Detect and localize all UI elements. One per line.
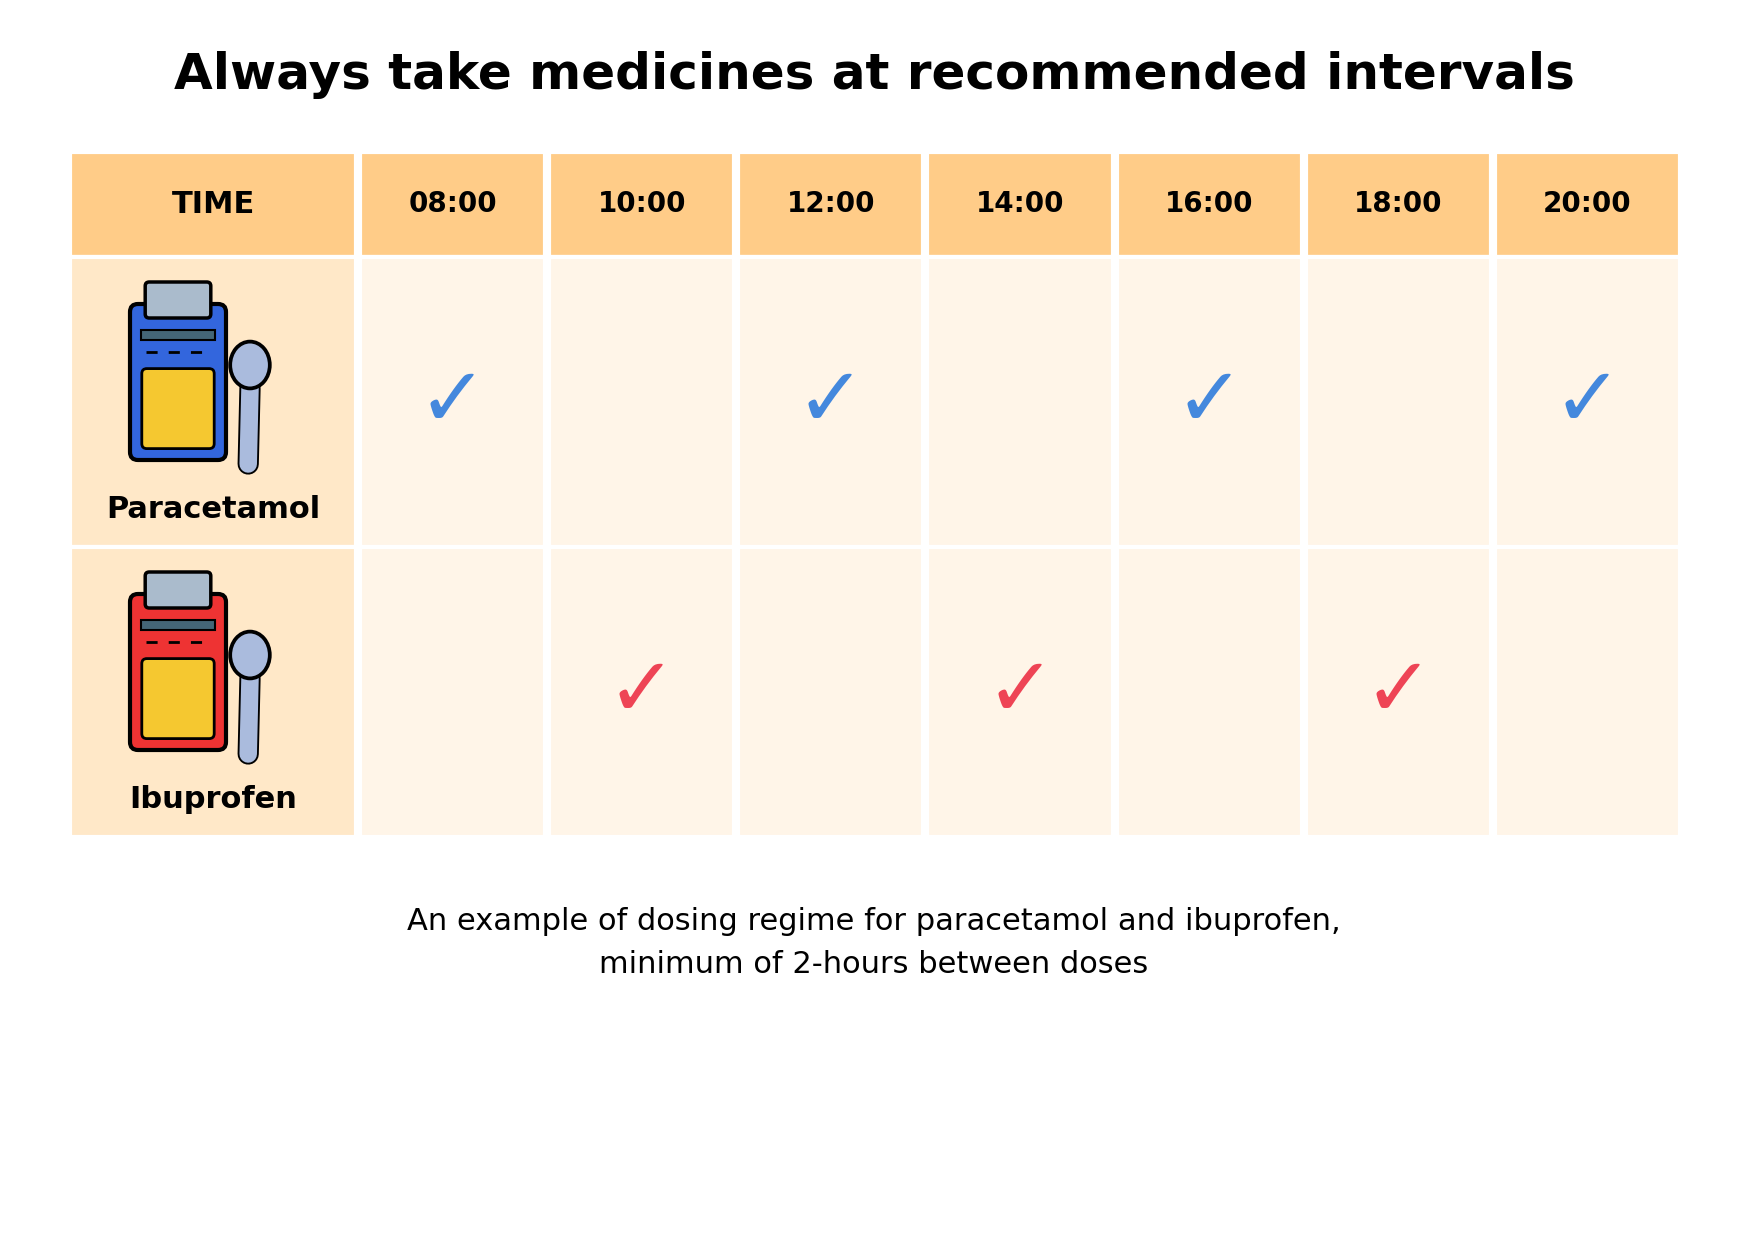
FancyBboxPatch shape <box>549 547 734 837</box>
Text: ✓: ✓ <box>1363 651 1433 733</box>
Ellipse shape <box>231 341 269 388</box>
FancyBboxPatch shape <box>70 153 357 257</box>
FancyBboxPatch shape <box>928 153 1112 257</box>
FancyBboxPatch shape <box>142 658 215 739</box>
FancyBboxPatch shape <box>1495 547 1680 837</box>
FancyBboxPatch shape <box>928 257 1112 547</box>
FancyBboxPatch shape <box>145 572 212 608</box>
Text: ✓: ✓ <box>1175 362 1245 443</box>
FancyBboxPatch shape <box>928 547 1112 837</box>
Text: 20:00: 20:00 <box>1543 191 1631 218</box>
FancyBboxPatch shape <box>1117 257 1302 547</box>
Text: ✓: ✓ <box>418 362 488 443</box>
FancyBboxPatch shape <box>549 257 734 547</box>
Text: 18:00: 18:00 <box>1355 191 1442 218</box>
FancyBboxPatch shape <box>1495 257 1680 547</box>
Text: An example of dosing regime for paracetamol and ibuprofen,
minimum of 2-hours be: An example of dosing regime for paraceta… <box>407 906 1341 978</box>
FancyBboxPatch shape <box>738 547 923 837</box>
Ellipse shape <box>231 631 269 678</box>
Text: 08:00: 08:00 <box>409 191 496 218</box>
Bar <box>142 330 215 340</box>
FancyBboxPatch shape <box>1306 257 1491 547</box>
FancyBboxPatch shape <box>70 547 357 837</box>
FancyBboxPatch shape <box>360 547 545 837</box>
FancyBboxPatch shape <box>1117 547 1302 837</box>
FancyBboxPatch shape <box>1117 153 1302 257</box>
FancyBboxPatch shape <box>549 153 734 257</box>
FancyBboxPatch shape <box>70 257 357 547</box>
Text: TIME: TIME <box>171 190 255 219</box>
FancyBboxPatch shape <box>1306 547 1491 837</box>
Text: ✓: ✓ <box>607 651 676 733</box>
Text: Ibuprofen: Ibuprofen <box>129 785 297 813</box>
FancyBboxPatch shape <box>1306 153 1491 257</box>
Text: ✓: ✓ <box>1552 362 1622 443</box>
FancyBboxPatch shape <box>145 281 212 317</box>
FancyBboxPatch shape <box>129 304 225 460</box>
Text: ✓: ✓ <box>986 651 1056 733</box>
FancyBboxPatch shape <box>738 257 923 547</box>
Bar <box>142 620 215 630</box>
FancyBboxPatch shape <box>142 368 215 449</box>
Text: 14:00: 14:00 <box>975 191 1065 218</box>
Text: Paracetamol: Paracetamol <box>107 495 320 523</box>
FancyBboxPatch shape <box>1495 153 1680 257</box>
Text: Always take medicines at recommended intervals: Always take medicines at recommended int… <box>173 51 1575 99</box>
FancyBboxPatch shape <box>360 257 545 547</box>
FancyBboxPatch shape <box>129 594 225 750</box>
Text: 10:00: 10:00 <box>598 191 685 218</box>
Text: 16:00: 16:00 <box>1164 191 1253 218</box>
Text: ✓: ✓ <box>795 362 865 443</box>
Text: 12:00: 12:00 <box>787 191 876 218</box>
FancyBboxPatch shape <box>738 153 923 257</box>
FancyBboxPatch shape <box>360 153 545 257</box>
